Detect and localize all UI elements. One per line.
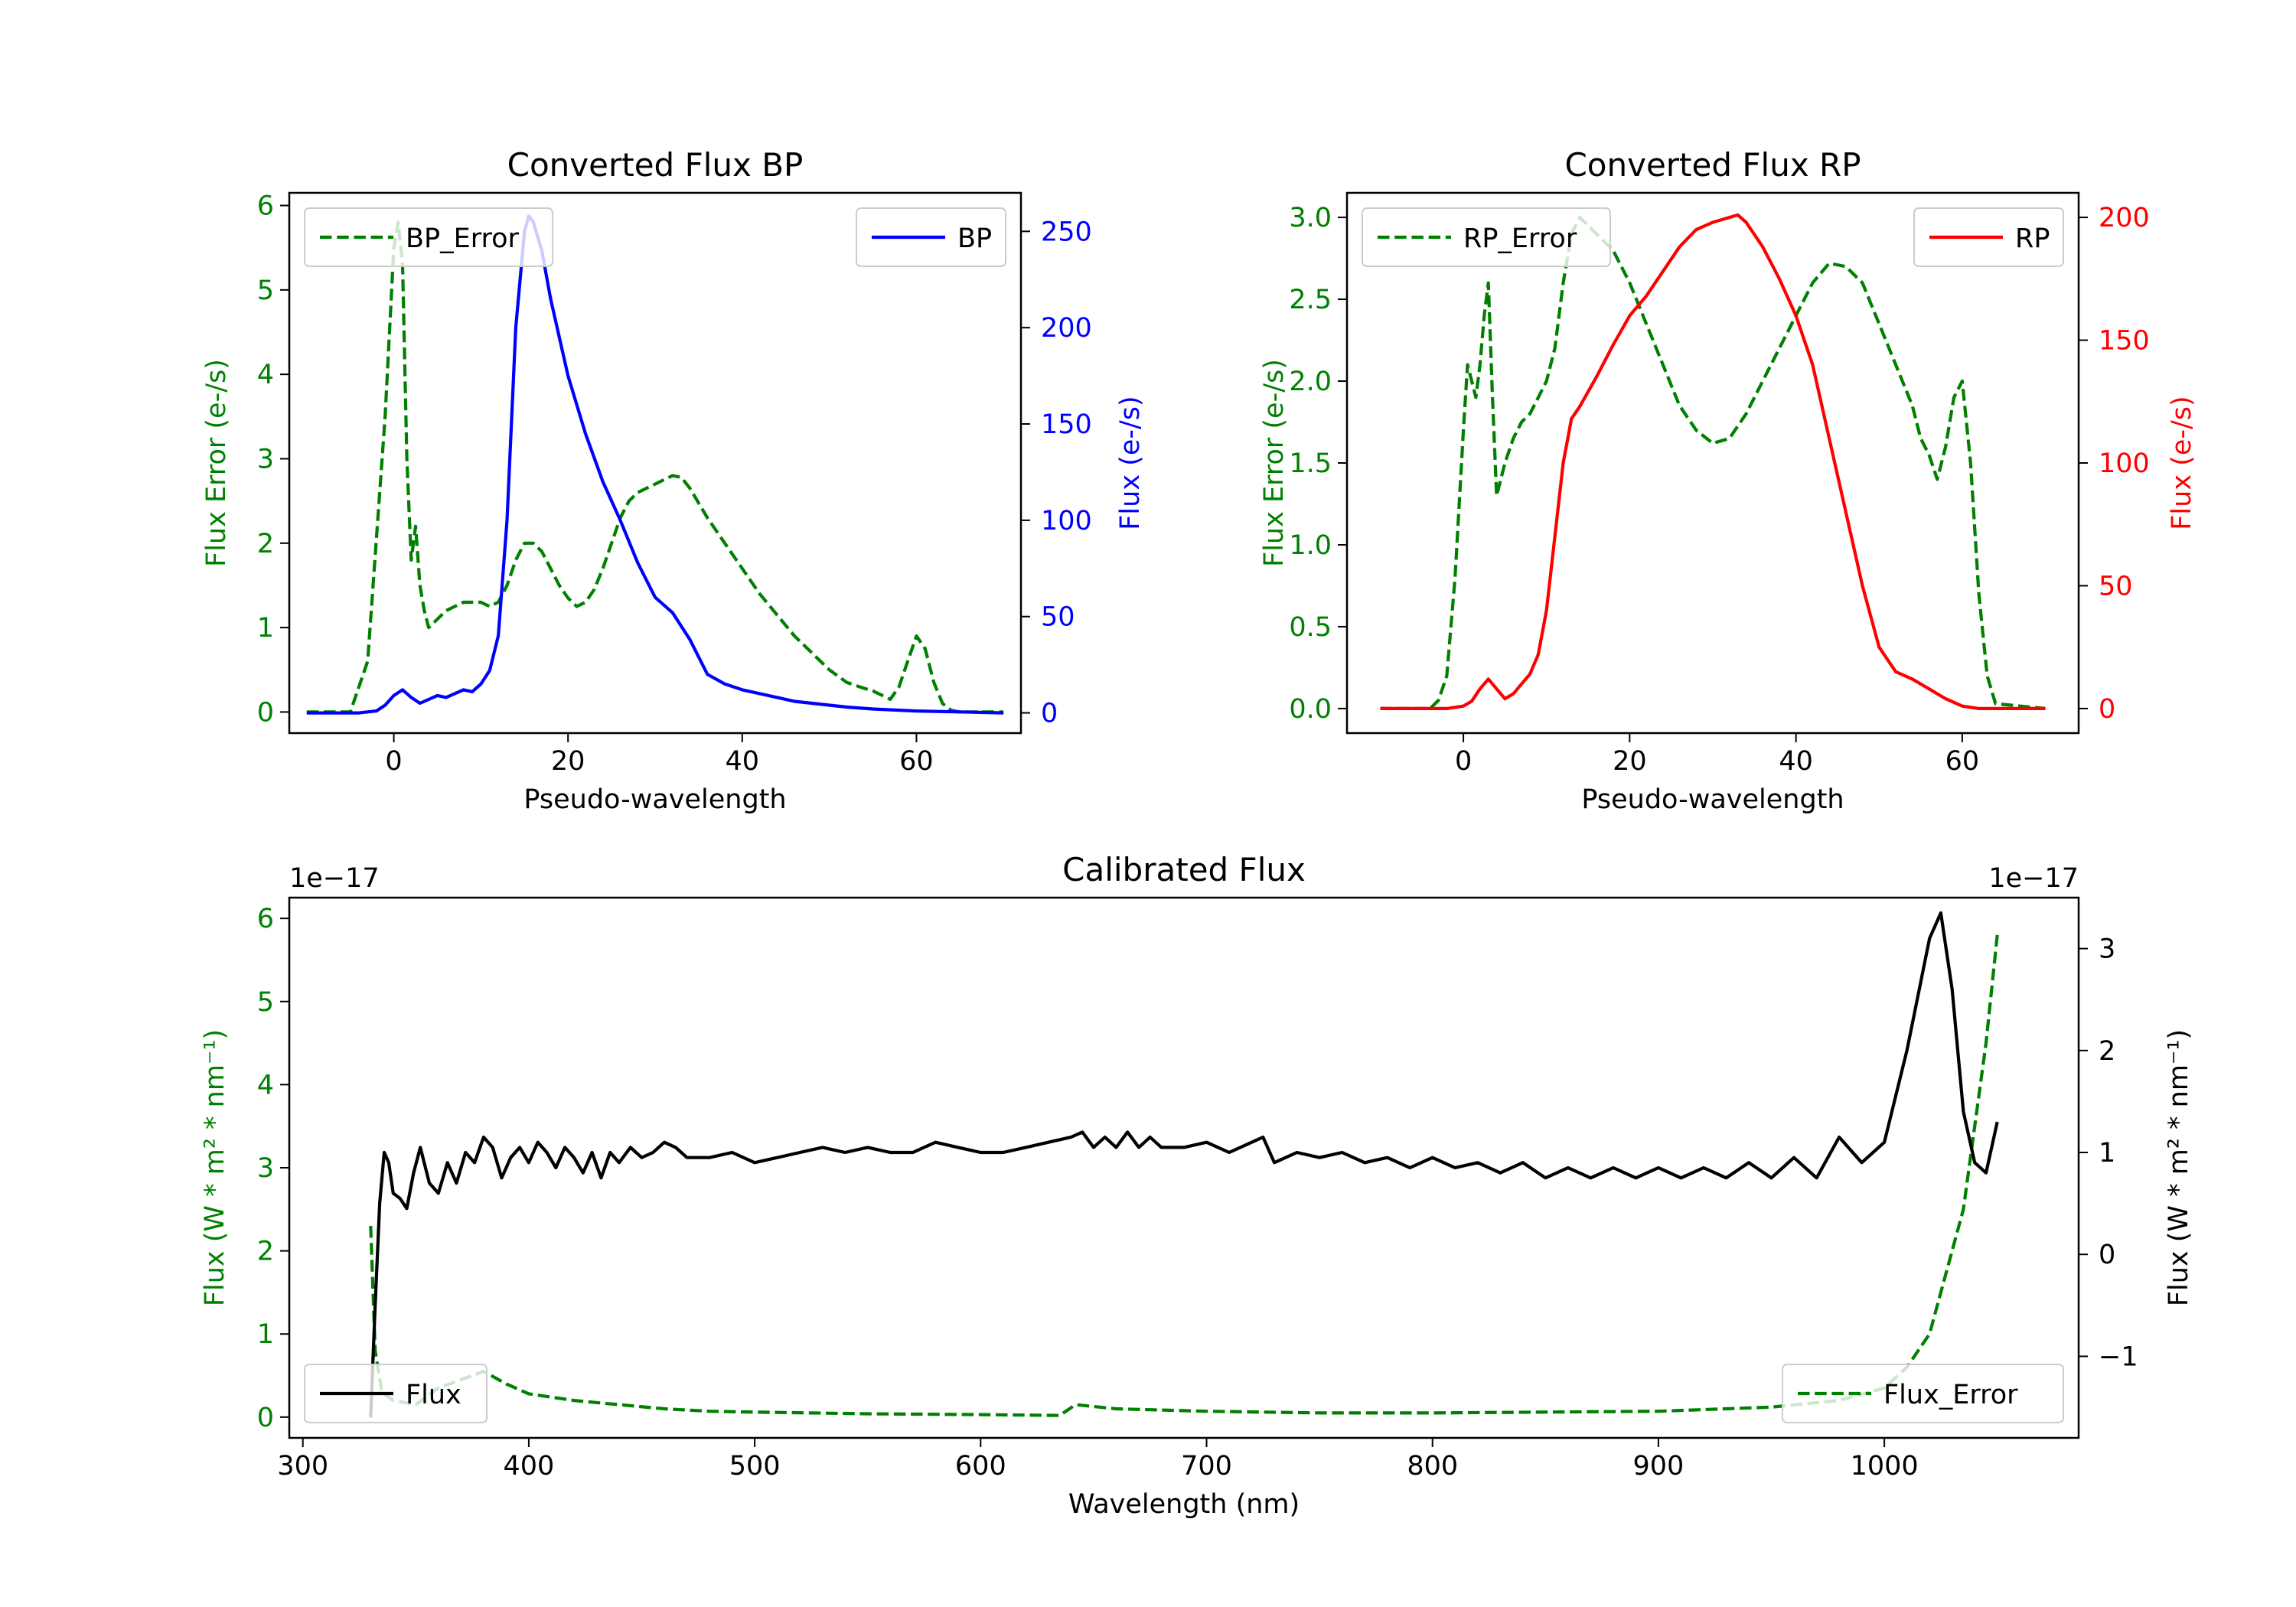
legend-box <box>1362 207 1611 267</box>
y-left-tick-label: 5 <box>257 987 274 1018</box>
y-right-tick-label: 2 <box>2099 1036 2115 1067</box>
y-left-tick-label: 2.5 <box>1289 285 1332 315</box>
y-left-tick-label: 6 <box>257 904 274 934</box>
y-right-axis-label: Flux (e-/s) <box>2167 396 2197 530</box>
chart-title: Converted Flux RP <box>1564 146 1861 184</box>
chart-title: Calibrated Flux <box>1062 851 1306 888</box>
y-right-tick-label: 150 <box>1041 409 1092 440</box>
y-right-tick-label: 3 <box>2099 934 2115 965</box>
series-line-bp-error <box>306 220 1004 714</box>
y-left-axis-label: Flux Error (e-/s) <box>201 359 232 567</box>
legend-label: BP <box>957 223 992 254</box>
y-right-tick-label: 50 <box>2099 571 2133 601</box>
legend-box <box>304 1364 488 1423</box>
y-left-tick-label: 3.0 <box>1289 203 1332 233</box>
y-left-axis-label: Flux (W * m² * nm⁻¹) <box>200 1029 230 1306</box>
legend-label: Flux_Error <box>1883 1380 2018 1410</box>
x-tick-label: 20 <box>1613 746 1647 777</box>
y-left-tick-label: 3 <box>257 444 274 474</box>
y-left-tick-label: 0 <box>257 697 274 728</box>
x-tick-label: 60 <box>899 746 934 777</box>
y-left-tick-label: 0 <box>257 1403 274 1433</box>
chart-title: Converted Flux BP <box>507 146 804 184</box>
series-line-rp-error <box>1380 216 2046 711</box>
x-tick-label: 500 <box>729 1451 781 1482</box>
y-right-tick-label: 250 <box>1041 217 1092 247</box>
y-left-tick-label: 1 <box>257 613 274 644</box>
y-left-tick-label: 1 <box>257 1319 274 1350</box>
legend-flux: Flux <box>304 1364 488 1423</box>
axes-frame <box>288 191 1022 735</box>
y-right-tick-label: 50 <box>1041 602 1075 633</box>
y-right-tick-label: 1 <box>2099 1138 2115 1169</box>
subplot-cal: 300 400 500 600 700 800 900 1000 0 1 2 3 4 5 6 −1 0 1 2 3 Ca… <box>200 851 2194 1520</box>
y-left-tick-label: 1.0 <box>1289 530 1332 561</box>
x-tick-label: 40 <box>1779 746 1813 777</box>
legend-bp-error: BP_Error <box>304 207 553 267</box>
legend-rp-error: RP_Error <box>1362 207 1611 267</box>
x-tick-label: 900 <box>1633 1451 1684 1482</box>
y-left-offset-text: 1e−17 <box>289 863 380 894</box>
y-left-axis-label: Flux Error (e-/s) <box>1259 359 1290 567</box>
x-axis-label: Wavelength (nm) <box>1068 1489 1300 1520</box>
series-line-bp <box>306 214 1004 715</box>
subplot-rp: 0 20 40 60 0.0 0.5 1.0 1.5 2.0 2.5 3.0 0 50 100 150 200… <box>1259 146 2197 815</box>
y-left-tick-label: 2 <box>257 1237 274 1267</box>
legend-box <box>1782 1364 2064 1423</box>
legend-box <box>304 207 553 267</box>
series-line-flux-error <box>369 934 1999 1417</box>
x-tick-label: 800 <box>1407 1451 1458 1482</box>
y-right-tick-label: 200 <box>2099 203 2150 233</box>
x-tick-label: 60 <box>1945 746 1980 777</box>
legend-rp: RP <box>1913 207 2064 267</box>
y-left-tick-label: 3 <box>257 1153 274 1184</box>
axes-frame <box>288 896 2080 1439</box>
legend-bp: BP <box>856 207 1006 267</box>
y-right-tick-label: 100 <box>2099 448 2150 479</box>
legend-flux-error: Flux_Error <box>1782 1364 2064 1423</box>
x-tick-label: 1000 <box>1851 1451 1919 1482</box>
y-right-tick-label: 150 <box>2099 326 2150 357</box>
series-line-flux <box>369 911 1999 1418</box>
legend-label: RP <box>2015 223 2050 254</box>
y-right-offset-text: 1e−17 <box>1988 863 2079 894</box>
y-left-tick-label: 6 <box>257 191 274 222</box>
x-tick-label: 600 <box>955 1451 1006 1482</box>
y-left-tick-label: 1.5 <box>1289 448 1332 479</box>
x-tick-label: 0 <box>385 746 402 777</box>
y-left-tick-label: 2 <box>257 529 274 559</box>
y-right-tick-label: 200 <box>1041 313 1092 344</box>
y-left-tick-label: 4 <box>257 360 274 390</box>
x-tick-label: 400 <box>504 1451 555 1482</box>
y-right-tick-label: 0 <box>2099 694 2115 725</box>
y-left-tick-label: 0.5 <box>1289 612 1332 643</box>
y-right-axis-label: Flux (e-/s) <box>1115 396 1146 530</box>
y-left-tick-label: 0.0 <box>1289 694 1332 725</box>
y-left-tick-label: 2.0 <box>1289 367 1332 397</box>
y-right-axis-label: Flux (W * m² * nm⁻¹) <box>2164 1029 2194 1306</box>
y-left-tick-label: 5 <box>257 275 274 306</box>
x-tick-label: 700 <box>1181 1451 1232 1482</box>
y-left-tick-label: 4 <box>257 1070 274 1100</box>
y-right-tick-label: 0 <box>2099 1240 2115 1270</box>
x-tick-label: 300 <box>277 1451 328 1482</box>
axes-frame <box>1345 191 2080 735</box>
legend-label: Flux <box>406 1380 461 1410</box>
x-tick-label: 0 <box>1455 746 1472 777</box>
x-tick-label: 40 <box>726 746 760 777</box>
x-axis-label: Pseudo-wavelength <box>1581 784 1844 815</box>
y-right-tick-label: 100 <box>1041 506 1092 536</box>
legend-label: BP_Error <box>406 223 520 254</box>
y-right-tick-label: 0 <box>1041 699 1058 729</box>
legend-label: RP_Error <box>1463 223 1577 254</box>
x-tick-label: 20 <box>551 746 585 777</box>
series-line-rp <box>1380 213 2046 711</box>
x-axis-label: Pseudo-wavelength <box>523 784 786 815</box>
y-right-tick-label: −1 <box>2099 1341 2138 1372</box>
